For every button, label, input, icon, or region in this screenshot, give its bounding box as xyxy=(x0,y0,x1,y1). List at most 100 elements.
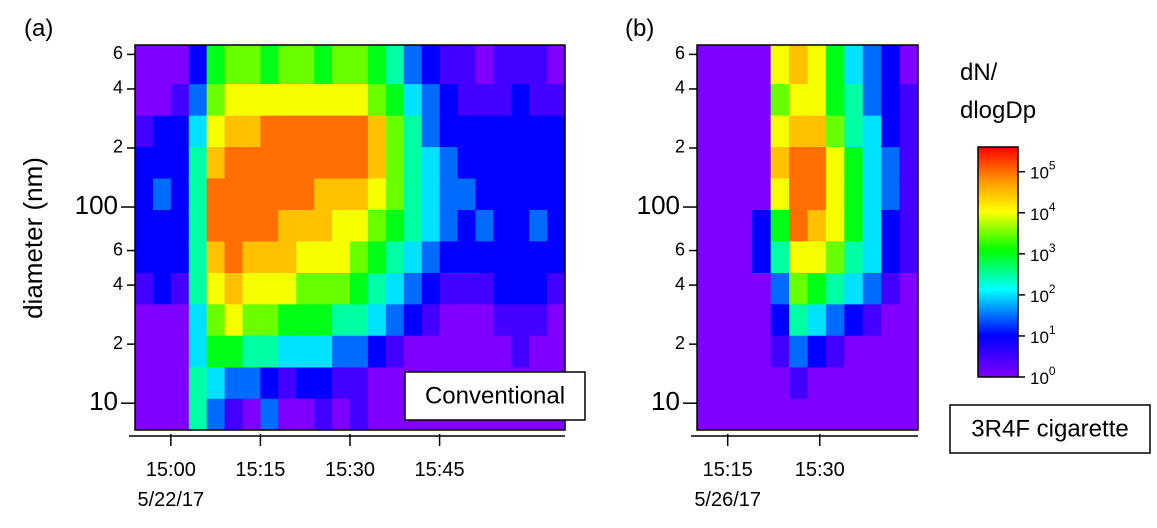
heatmap-cell xyxy=(152,366,172,399)
heatmap-cell xyxy=(789,115,808,148)
heatmap-cell xyxy=(825,83,845,116)
heatmap-cell xyxy=(332,209,351,242)
heatmap-cell xyxy=(242,45,261,85)
heatmap-cell xyxy=(457,45,476,85)
heatmap-cell xyxy=(547,209,566,242)
heatmap-cell xyxy=(367,240,387,273)
y-tick-label: 4 xyxy=(113,78,123,98)
heatmap-cell xyxy=(899,398,919,431)
heatmap-cell xyxy=(697,146,716,179)
heatmap-cell xyxy=(170,240,190,273)
heatmap-cell xyxy=(242,209,261,242)
heatmap-cell xyxy=(789,146,808,179)
colorbar xyxy=(977,146,1019,378)
heatmap-cell xyxy=(403,303,423,336)
colorbar-tick-label: 102 xyxy=(1030,282,1056,306)
heatmap-cell xyxy=(350,398,369,431)
heatmap-cell xyxy=(278,178,297,210)
heatmap-cell xyxy=(844,178,864,210)
heatmap-cell xyxy=(529,115,548,148)
heatmap-cell xyxy=(314,209,333,242)
heatmap-cell xyxy=(715,209,735,242)
heatmap-cell xyxy=(314,272,333,305)
heatmap-cell xyxy=(385,178,405,210)
heatmap-cell xyxy=(206,272,226,305)
heatmap-cell xyxy=(439,335,458,368)
heatmap-cell xyxy=(206,240,226,273)
heatmap-cell xyxy=(789,240,808,273)
heatmap-cell xyxy=(789,209,808,242)
heatmap-cell xyxy=(529,335,548,368)
heatmap-cell xyxy=(752,335,772,368)
heatmap-cell xyxy=(152,209,172,242)
x-tick-label: 15:30 xyxy=(325,459,375,481)
heatmap-cell xyxy=(844,303,864,336)
heatmap-cell xyxy=(260,45,279,85)
heatmap-cell xyxy=(350,83,369,116)
heatmap-cell xyxy=(403,146,423,179)
heatmap-cell xyxy=(752,178,772,210)
heatmap-cell xyxy=(529,83,548,116)
heatmap-cell xyxy=(350,209,369,242)
heatmap-cell xyxy=(770,240,790,273)
heatmap-cell xyxy=(899,115,919,148)
heatmap-cell xyxy=(881,398,901,431)
heatmap-cell xyxy=(296,178,315,210)
heatmap-cell xyxy=(296,366,315,399)
heatmap-cell xyxy=(439,115,458,148)
heatmap-cell xyxy=(224,303,243,336)
heatmap-cell xyxy=(511,83,530,116)
heatmap-cell xyxy=(457,178,476,210)
heatmap-cell xyxy=(770,115,790,148)
heatmap-cell xyxy=(152,178,172,210)
heatmap-cell xyxy=(529,240,548,273)
heatmap-cell xyxy=(457,303,476,336)
heatmap-cell xyxy=(770,398,790,431)
plot-frame xyxy=(696,44,919,431)
heatmap-cell xyxy=(457,272,476,305)
heatmap-cell xyxy=(260,335,279,368)
heatmap-cell xyxy=(206,335,226,368)
heatmap-cell xyxy=(547,272,566,305)
heatmap-cell xyxy=(770,83,790,116)
heatmap-cell xyxy=(332,335,351,368)
heatmap-cell xyxy=(715,398,735,431)
heatmap-cell xyxy=(697,209,716,242)
heatmap-cell xyxy=(206,178,226,210)
heatmap-cell xyxy=(899,240,919,273)
heatmap-cell xyxy=(260,366,279,399)
heatmap-cell xyxy=(152,146,172,179)
heatmap-cell xyxy=(881,240,901,273)
heatmap-cell xyxy=(844,83,864,116)
heatmap-cell xyxy=(511,115,530,148)
heatmap-cell xyxy=(789,272,808,305)
heatmap-cell xyxy=(224,209,243,242)
heatmap-cell xyxy=(457,146,476,179)
y-tick-label: 100 xyxy=(75,190,118,220)
heatmap-cell xyxy=(547,45,566,85)
heatmap-cell xyxy=(188,366,208,399)
heatmap-cell xyxy=(789,398,808,431)
heatmap-cell xyxy=(296,45,315,85)
heatmap-cell xyxy=(697,335,716,368)
colorbar-title: dlogDp xyxy=(960,97,1036,124)
heatmap-cell xyxy=(475,115,494,148)
tick-base: 10 xyxy=(1030,164,1049,183)
heatmap-cell xyxy=(170,398,190,431)
heatmap-cell xyxy=(188,303,208,336)
heatmap-cell xyxy=(862,209,882,242)
heatmap-cell xyxy=(170,366,190,399)
heatmap-cell xyxy=(170,83,190,116)
heatmap-cell xyxy=(493,209,512,242)
heatmap-cell xyxy=(152,45,172,85)
heatmap-cell xyxy=(152,398,172,431)
heatmap-cell xyxy=(475,303,494,336)
heatmap-cell xyxy=(770,366,790,399)
tick-base: 10 xyxy=(1030,205,1049,224)
colorbar-tick-label: 104 xyxy=(1030,200,1056,224)
heatmap-cell xyxy=(367,146,387,179)
heatmap-cell xyxy=(403,178,423,210)
heatmap-cell xyxy=(296,398,315,431)
heatmap-cell xyxy=(715,335,735,368)
heatmap-cell xyxy=(135,83,154,116)
